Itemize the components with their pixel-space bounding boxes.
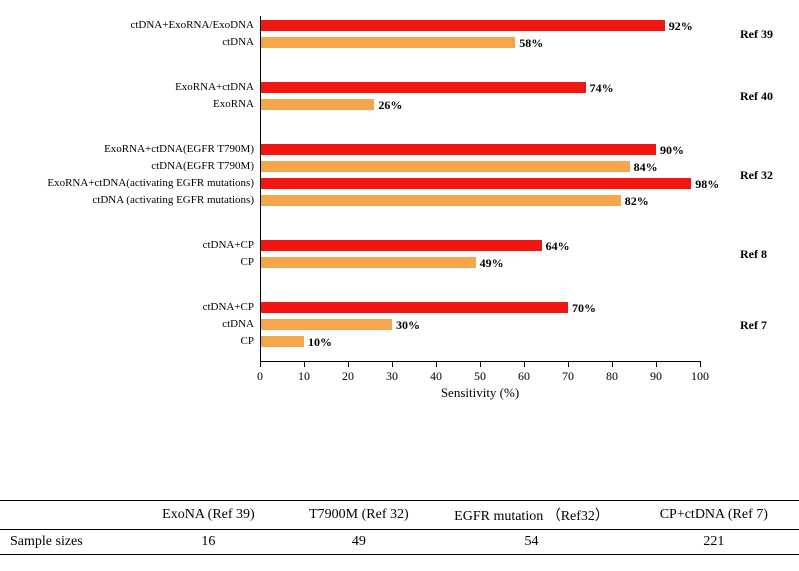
bar-category-label: ctDNA+CP (203, 239, 254, 251)
bar (260, 336, 304, 347)
bar-value-label: 58% (519, 36, 543, 51)
x-tick (260, 361, 261, 367)
bar-value-label: 98% (695, 177, 719, 192)
x-tick-label: 50 (474, 369, 486, 384)
bar-category-label: ExoRNA (213, 98, 254, 110)
table: ExoNA (Ref 39)T7900M (Ref 32)EGFR mutati… (0, 500, 799, 555)
x-tick-label: 80 (606, 369, 618, 384)
x-tick (524, 361, 525, 367)
x-axis-title: Sensitivity (%) (420, 385, 540, 401)
bar (260, 144, 656, 155)
x-tick (700, 361, 701, 367)
table-header: T7900M (Ref 32) (283, 501, 434, 530)
table-cell: 49 (283, 530, 434, 555)
plot-area: 92%58%74%26%90%84%98%82%64%49%70%30%10%0… (260, 20, 700, 411)
x-tick-label: 10 (298, 369, 310, 384)
bar-category-label: CP (241, 335, 254, 347)
bar-value-label: 84% (634, 160, 658, 175)
bar-category-label: ExoRNA+ctDNA(activating EGFR mutations) (47, 177, 254, 189)
group-ref-label: Ref 7 (740, 318, 767, 333)
bar-chart: 92% 58% 74% 26% 90%84% 98% 82% 64% 49% 70% 30% 10% 0… (0, 0, 799, 480)
x-tick-label: 60 (518, 369, 530, 384)
table-cell: 16 (134, 530, 284, 555)
bar-value-label: 26% (378, 98, 402, 113)
figure-root: { "chart": { "type": "bar-horizontal-gro… (0, 0, 799, 571)
bar-category-label: ctDNA (activating EGFR mutations) (92, 194, 254, 206)
bar-category-label: ExoRNA+ctDNA(EGFR T790M) (104, 143, 254, 155)
group-ref-label: Ref 8 (740, 247, 767, 262)
sample-size-table: ExoNA (Ref 39)T7900M (Ref 32)EGFR mutati… (0, 500, 799, 555)
bar-value-label: 70% (572, 301, 596, 316)
bar (260, 257, 476, 268)
table-header: EGFR mutation （Ref32） (434, 501, 628, 530)
x-tick (436, 361, 437, 367)
bar (260, 240, 542, 251)
x-tick-label: 0 (257, 369, 263, 384)
y-axis-line (260, 16, 261, 361)
x-tick (348, 361, 349, 367)
bar-value-label: 49% (480, 256, 504, 271)
x-tick (568, 361, 569, 367)
x-tick (656, 361, 657, 367)
bar (260, 161, 630, 172)
table-cell: 54 (434, 530, 628, 555)
bar-value-label: 30% (396, 318, 420, 333)
bar-value-label: 82% (625, 194, 649, 209)
bar (260, 20, 665, 31)
table-header-blank (0, 501, 134, 530)
x-tick-label: 20 (342, 369, 354, 384)
x-tick (612, 361, 613, 367)
table-row-label: Sample sizes (0, 530, 134, 555)
bar (260, 178, 691, 189)
table-header: ExoNA (Ref 39) (134, 501, 284, 530)
bar-category-label: ctDNA (222, 318, 254, 330)
x-tick-label: 70 (562, 369, 574, 384)
x-tick (392, 361, 393, 367)
x-tick-label: 40 (430, 369, 442, 384)
bar (260, 82, 586, 93)
table-cell: 221 (629, 530, 799, 555)
group-ref-label: Ref 32 (740, 168, 773, 183)
bar (260, 99, 374, 110)
bar (260, 302, 568, 313)
bar-value-label: 64% (546, 239, 570, 254)
group-ref-label: Ref 40 (740, 89, 773, 104)
x-tick-label: 90 (650, 369, 662, 384)
table-header: CP+ctDNA (Ref 7) (629, 501, 799, 530)
bar-category-label: ctDNA+ExoRNA/ExoDNA (130, 19, 254, 31)
bar-category-label: ctDNA+CP (203, 301, 254, 313)
x-tick (304, 361, 305, 367)
bar-category-label: ctDNA(EGFR T790M) (151, 160, 254, 172)
bar-value-label: 90% (660, 143, 684, 158)
x-tick (480, 361, 481, 367)
bar (260, 319, 392, 330)
bar-category-label: CP (241, 256, 254, 268)
bar (260, 195, 621, 206)
bar-value-label: 92% (669, 19, 693, 34)
bar (260, 37, 515, 48)
group-ref-label: Ref 39 (740, 27, 773, 42)
x-tick-label: 30 (386, 369, 398, 384)
bar-value-label: 10% (308, 335, 332, 350)
x-tick-label: 100 (691, 369, 709, 384)
bar-category-label: ctDNA (222, 36, 254, 48)
bar-value-label: 74% (590, 81, 614, 96)
bar-category-label: ExoRNA+ctDNA (175, 81, 254, 93)
